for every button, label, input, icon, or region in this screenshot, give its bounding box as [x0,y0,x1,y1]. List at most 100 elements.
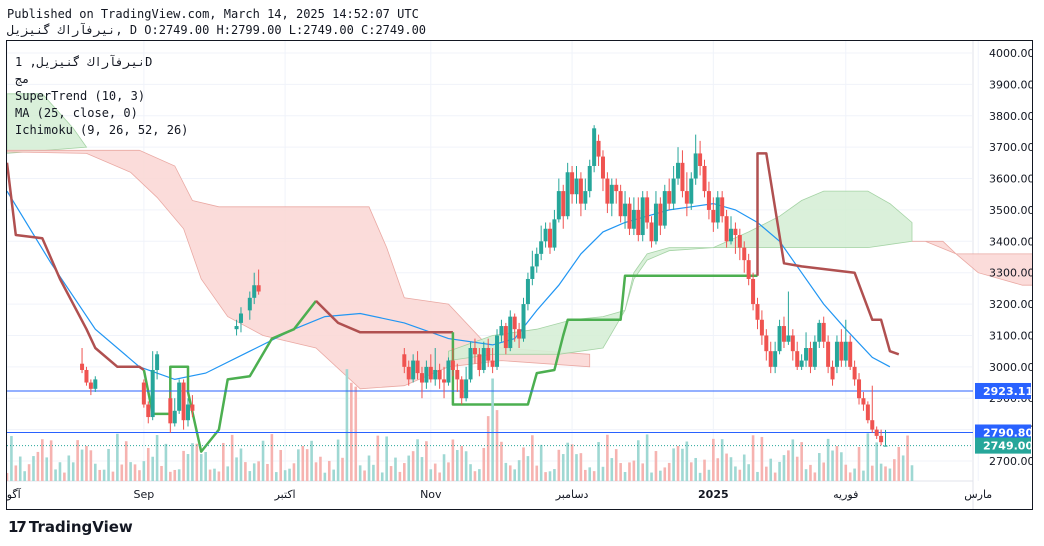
candle-body[interactable] [870,420,875,430]
candle-body[interactable] [843,341,848,361]
candle-body[interactable] [618,191,623,217]
candle-body[interactable] [256,285,261,292]
candle-body[interactable] [442,379,447,383]
candle-body[interactable] [419,373,424,383]
candle-body[interactable] [804,348,809,361]
candle-body[interactable] [684,191,689,204]
candle-body[interactable] [459,379,464,399]
candle-body[interactable] [477,354,482,370]
candle-body[interactable] [812,341,817,367]
candle-body[interactable] [720,197,725,217]
candle-body[interactable] [795,351,800,367]
candle-body[interactable] [764,335,769,352]
candle-body[interactable] [234,326,239,330]
candle-body[interactable] [768,351,773,367]
candle-body[interactable] [879,435,884,443]
candle-body[interactable] [168,398,173,424]
candle-body[interactable] [428,366,433,380]
candle-body[interactable] [481,348,486,370]
candle-body[interactable] [742,247,747,261]
candle-body[interactable] [446,360,451,383]
candle-body[interactable] [777,326,782,352]
candle-body[interactable] [415,360,420,374]
candle-body[interactable] [680,162,685,192]
candle-body[interactable] [468,348,473,380]
candle-body[interactable] [190,404,195,411]
legend-ichimoku[interactable]: Ichimoku (9, 26, 52, 26) [15,123,189,137]
candle-body[interactable] [186,404,190,421]
candle-body[interactable] [781,326,786,342]
candle-body[interactable] [706,191,711,210]
candle-body[interactable] [411,360,416,380]
candle-body[interactable] [861,398,866,405]
candle-body[interactable] [521,304,526,339]
candle-body[interactable] [141,382,146,405]
candle-body[interactable] [592,128,597,166]
candle-body[interactable] [150,369,155,418]
candle-body[interactable] [548,228,552,248]
candle-body[interactable] [623,203,628,217]
candle-body[interactable] [693,153,698,179]
candle-body[interactable] [689,178,694,204]
candle-body[interactable] [865,404,870,421]
candle-body[interactable] [883,445,888,447]
candle-body[interactable] [848,341,853,367]
candle-body[interactable] [852,366,857,380]
candle-body[interactable] [583,191,588,204]
candle-body[interactable] [667,191,672,204]
candle-body[interactable] [636,209,641,236]
candle-body[interactable] [499,326,504,336]
candle-body[interactable] [715,197,720,223]
candle-body[interactable] [830,366,835,380]
candle-body[interactable] [238,313,243,323]
candle-body[interactable] [698,153,703,166]
candle-body[interactable] [649,222,654,242]
candle-body[interactable] [508,316,513,349]
candle-body[interactable] [662,191,667,226]
candle-body[interactable] [631,209,636,229]
candle-body[interactable] [146,404,151,418]
candle-body[interactable] [512,316,517,330]
candle-body[interactable] [676,162,681,179]
candle-body[interactable] [525,278,530,305]
candle-body[interactable] [252,285,257,298]
candle-body[interactable] [808,348,813,367]
candle-body[interactable] [503,326,508,349]
candle-body[interactable] [724,216,729,242]
candle-body[interactable] [729,228,733,242]
candle-body[interactable] [172,410,177,424]
candle-body[interactable] [534,253,539,267]
candle-body[interactable] [733,228,738,236]
tradingview-logo[interactable]: 17 TradingView [8,518,133,536]
candle-body[interactable] [437,369,442,380]
candle-body[interactable] [759,319,764,336]
candle-body[interactable] [486,348,491,361]
legend-ma[interactable]: MA (25, close, 0) [15,106,138,120]
candle-body[interactable] [790,335,795,352]
candle-body[interactable] [755,304,760,320]
candle-body[interactable] [464,379,469,399]
candle-body[interactable] [751,278,756,305]
candle-body[interactable] [247,297,252,311]
candle-body[interactable] [746,260,751,279]
candle-body[interactable] [530,266,535,279]
candle-body[interactable] [570,172,575,195]
candle-body[interactable] [155,354,160,370]
candle-body[interactable] [821,322,826,342]
candle-body[interactable] [552,219,557,248]
candle-body[interactable] [455,369,460,380]
candle-body[interactable] [539,241,544,254]
candle-body[interactable] [857,379,862,399]
candle-body[interactable] [587,165,592,192]
candle-body[interactable] [653,203,658,242]
candle-body[interactable] [561,191,566,217]
candle-body[interactable] [424,366,429,383]
candle-body[interactable] [773,351,778,367]
candle-body[interactable] [839,341,844,361]
candle-body[interactable] [627,203,632,229]
candle-body[interactable] [874,429,879,436]
candle-body[interactable] [786,335,791,342]
candle-body[interactable] [826,341,831,367]
candle-body[interactable] [596,140,601,157]
candle-body[interactable] [402,354,407,367]
